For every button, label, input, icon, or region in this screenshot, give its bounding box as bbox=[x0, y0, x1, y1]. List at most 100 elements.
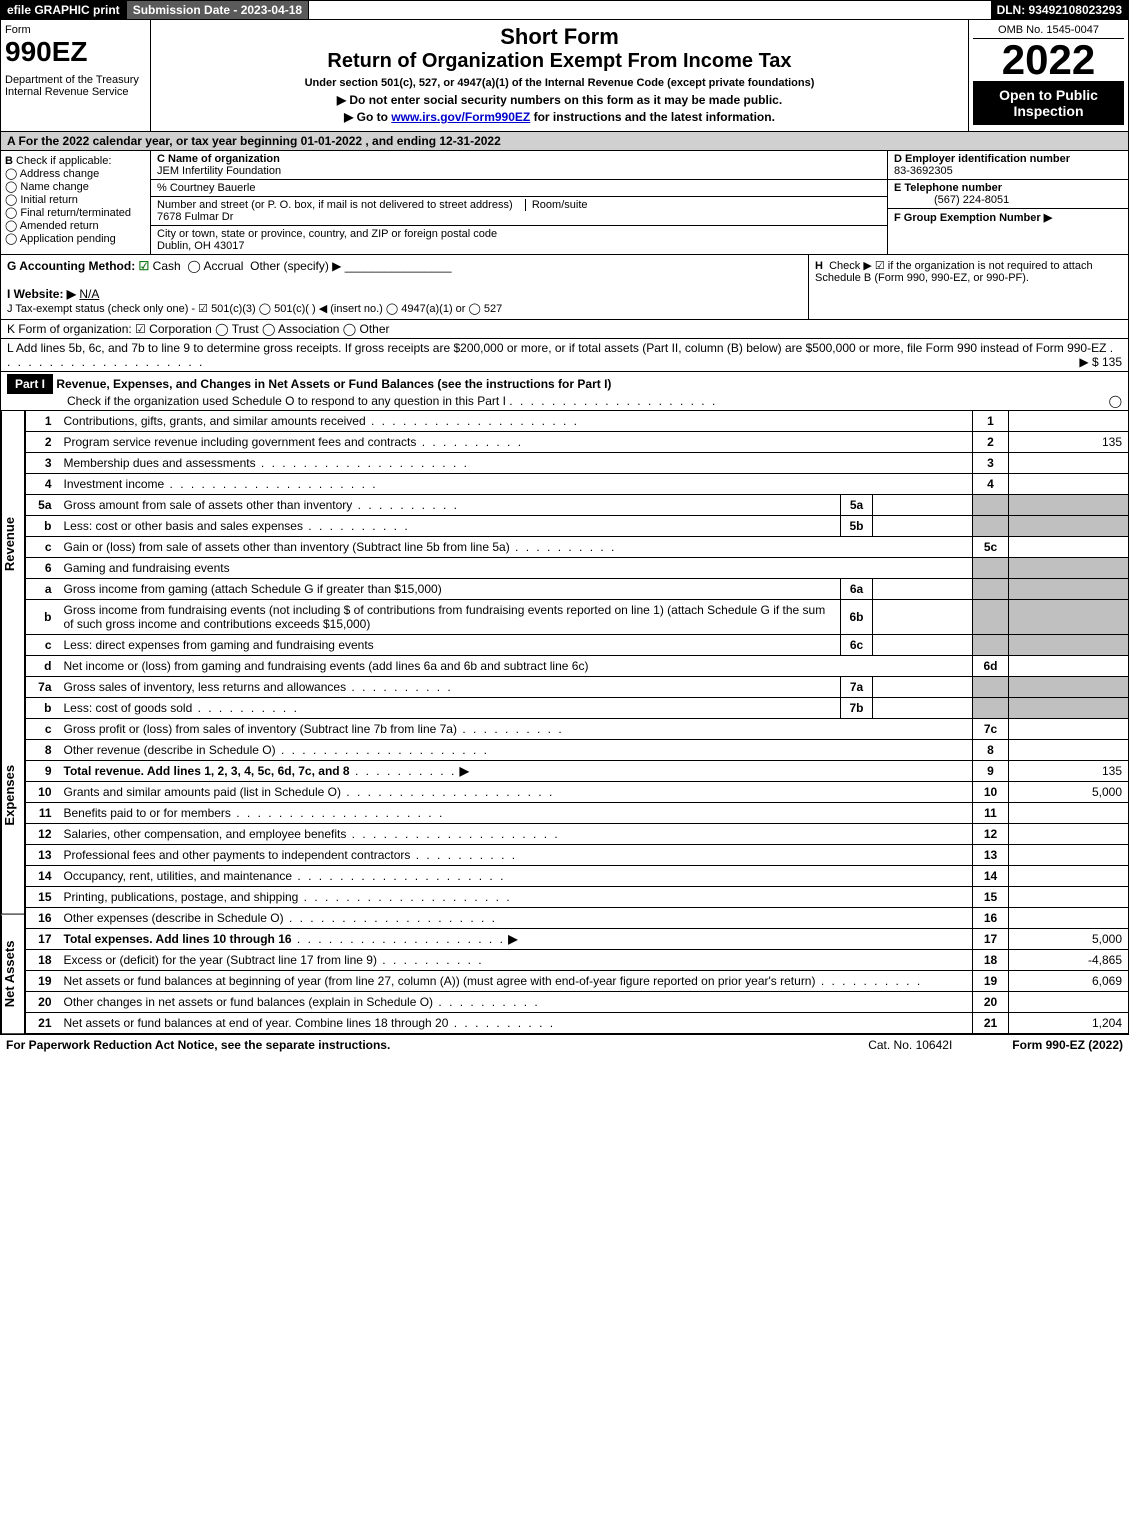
chk-name-change[interactable]: ◯ Name change bbox=[5, 180, 146, 193]
g-label: G Accounting Method: bbox=[7, 259, 135, 273]
page-footer: For Paperwork Reduction Act Notice, see … bbox=[0, 1034, 1129, 1055]
line-10: 10Grants and similar amounts paid (list … bbox=[26, 782, 1129, 803]
chk-accrual[interactable]: Accrual bbox=[203, 259, 243, 273]
room-suite-label: Room/suite bbox=[525, 199, 588, 211]
header-left: Form 990EZ Department of the Treasury In… bbox=[1, 20, 151, 131]
street-label: Number and street (or P. O. box, if mail… bbox=[157, 199, 513, 211]
line-7b: bLess: cost of goods sold7b bbox=[26, 698, 1129, 719]
efile-label: efile GRAPHIC print bbox=[1, 1, 127, 19]
irs-link[interactable]: www.irs.gov/Form990EZ bbox=[391, 110, 530, 124]
chk-application-pending[interactable]: ◯ Application pending bbox=[5, 232, 146, 245]
instr2-pre: ▶ Go to bbox=[344, 110, 391, 124]
section-l: L Add lines 5b, 6c, and 7b to line 9 to … bbox=[0, 339, 1129, 372]
part-1-body: Revenue Expenses Net Assets 1Contributio… bbox=[0, 411, 1129, 1034]
group-exemption-label: F Group Exemption Number ▶ bbox=[894, 212, 1052, 224]
section-j: J Tax-exempt status (check only one) - ☑… bbox=[7, 303, 502, 315]
part-1-label: Part I bbox=[7, 374, 53, 394]
section-a: A For the 2022 calendar year, or tax yea… bbox=[0, 132, 1129, 151]
c-name-label: C Name of organization bbox=[157, 153, 280, 165]
line-7c: cGross profit or (loss) from sales of in… bbox=[26, 719, 1129, 740]
line-6: 6Gaming and fundraising events bbox=[26, 558, 1129, 579]
h-text: Check ▶ ☑ if the organization is not req… bbox=[815, 260, 1093, 284]
line-17: 17Total expenses. Add lines 10 through 1… bbox=[26, 929, 1129, 950]
chk-cash[interactable]: ☑ bbox=[139, 259, 150, 273]
line-14: 14Occupancy, rent, utilities, and mainte… bbox=[26, 866, 1129, 887]
ein-value: 83-3692305 bbox=[894, 165, 953, 177]
line-3: 3Membership dues and assessments3 bbox=[26, 453, 1129, 474]
lines-table: 1Contributions, gifts, grants, and simil… bbox=[25, 411, 1129, 1034]
website-value: N/A bbox=[79, 287, 99, 301]
section-c: C Name of organization JEM Infertility F… bbox=[151, 151, 888, 254]
care-of: % Courtney Bauerle bbox=[151, 180, 887, 197]
part-1-header: Part I Revenue, Expenses, and Changes in… bbox=[0, 372, 1129, 411]
phone-value: (567) 224-8051 bbox=[894, 194, 1009, 206]
header-center: Short Form Return of Organization Exempt… bbox=[151, 20, 968, 131]
street-address: 7678 Fulmar Dr bbox=[157, 211, 233, 223]
line-2: 2Program service revenue including gover… bbox=[26, 432, 1129, 453]
line-1: 1Contributions, gifts, grants, and simil… bbox=[26, 411, 1129, 432]
form-number: 990EZ bbox=[5, 36, 146, 68]
org-name: JEM Infertility Foundation bbox=[157, 165, 281, 177]
line-6d: dNet income or (loss) from gaming and fu… bbox=[26, 656, 1129, 677]
lines-table-wrap: 1Contributions, gifts, grants, and simil… bbox=[25, 411, 1129, 1034]
chk-final-return[interactable]: ◯ Final return/terminated bbox=[5, 206, 146, 219]
footer-right: Form 990-EZ (2022) bbox=[1012, 1038, 1123, 1052]
section-k: K Form of organization: ☑ Corporation ◯ … bbox=[0, 320, 1129, 339]
b-check-label: Check if applicable: bbox=[16, 155, 111, 167]
g-other: Other (specify) ▶ bbox=[250, 259, 341, 273]
line-18: 18Excess or (deficit) for the year (Subt… bbox=[26, 950, 1129, 971]
vtab-netassets: Net Assets bbox=[1, 915, 25, 1034]
instruction-1: ▶ Do not enter social security numbers o… bbox=[155, 93, 964, 107]
part-1-check-text: Check if the organization used Schedule … bbox=[7, 394, 506, 408]
l-text: L Add lines 5b, 6c, and 7b to line 9 to … bbox=[7, 341, 1106, 355]
i-label: I Website: ▶ bbox=[7, 287, 76, 301]
line-8: 8Other revenue (describe in Schedule O)8 bbox=[26, 740, 1129, 761]
short-form-title: Short Form bbox=[155, 24, 964, 50]
subtitle: Under section 501(c), 527, or 4947(a)(1)… bbox=[155, 77, 964, 89]
ein-label: D Employer identification number bbox=[894, 153, 1070, 165]
line-15: 15Printing, publications, postage, and s… bbox=[26, 887, 1129, 908]
chk-amended[interactable]: ◯ Amended return bbox=[5, 219, 146, 232]
line-20: 20Other changes in net assets or fund ba… bbox=[26, 992, 1129, 1013]
section-g: G Accounting Method: ☑ Cash ◯ Accrual Ot… bbox=[1, 255, 808, 319]
line-21: 21Net assets or fund balances at end of … bbox=[26, 1013, 1129, 1034]
top-bar: efile GRAPHIC print Submission Date - 20… bbox=[0, 0, 1129, 20]
line-5a: 5aGross amount from sale of assets other… bbox=[26, 495, 1129, 516]
vtab-expenses: Expenses bbox=[1, 677, 25, 915]
section-d-e-f: D Employer identification number 83-3692… bbox=[888, 151, 1128, 254]
line-5b: bLess: cost or other basis and sales exp… bbox=[26, 516, 1129, 537]
line-6c: cLess: direct expenses from gaming and f… bbox=[26, 635, 1129, 656]
department-label: Department of the Treasury Internal Reve… bbox=[5, 74, 146, 98]
phone-label: E Telephone number bbox=[894, 182, 1002, 194]
footer-left: For Paperwork Reduction Act Notice, see … bbox=[6, 1038, 390, 1052]
line-13: 13Professional fees and other payments t… bbox=[26, 845, 1129, 866]
submission-date: Submission Date - 2023-04-18 bbox=[127, 1, 309, 19]
identification-block: B Check if applicable: ◯ Address change … bbox=[0, 151, 1129, 255]
line-6b: bGross income from fundraising events (n… bbox=[26, 600, 1129, 635]
instr2-post: for instructions and the latest informat… bbox=[530, 110, 775, 124]
footer-center: Cat. No. 10642I bbox=[868, 1038, 952, 1052]
city-label: City or town, state or province, country… bbox=[157, 228, 497, 240]
line-9: 9Total revenue. Add lines 1, 2, 3, 4, 5c… bbox=[26, 761, 1129, 782]
part-1-title: Revenue, Expenses, and Changes in Net As… bbox=[56, 377, 611, 391]
header-right: OMB No. 1545-0047 2022 Open to Public In… bbox=[968, 20, 1128, 131]
section-h: H Check ▶ ☑ if the organization is not r… bbox=[808, 255, 1128, 319]
return-title: Return of Organization Exempt From Incom… bbox=[155, 50, 964, 73]
city-state-zip: Dublin, OH 43017 bbox=[157, 240, 244, 252]
vtab-revenue: Revenue bbox=[1, 411, 25, 677]
dln-label: DLN: 93492108023293 bbox=[991, 1, 1128, 19]
part-1-check-val[interactable]: ◯ bbox=[1109, 394, 1122, 408]
open-public-badge: Open to Public Inspection bbox=[973, 81, 1124, 125]
line-19: 19Net assets or fund balances at beginni… bbox=[26, 971, 1129, 992]
line-11: 11Benefits paid to or for members11 bbox=[26, 803, 1129, 824]
chk-address-change[interactable]: ◯ Address change bbox=[5, 167, 146, 180]
h-label: H bbox=[815, 260, 823, 272]
line-16: 16Other expenses (describe in Schedule O… bbox=[26, 908, 1129, 929]
line-6a: aGross income from gaming (attach Schedu… bbox=[26, 579, 1129, 600]
line-7a: 7aGross sales of inventory, less returns… bbox=[26, 677, 1129, 698]
chk-initial-return[interactable]: ◯ Initial return bbox=[5, 193, 146, 206]
line-12: 12Salaries, other compensation, and empl… bbox=[26, 824, 1129, 845]
section-g-h: G Accounting Method: ☑ Cash ◯ Accrual Ot… bbox=[0, 255, 1129, 320]
form-header: Form 990EZ Department of the Treasury In… bbox=[0, 20, 1129, 132]
b-label: B bbox=[5, 155, 13, 167]
